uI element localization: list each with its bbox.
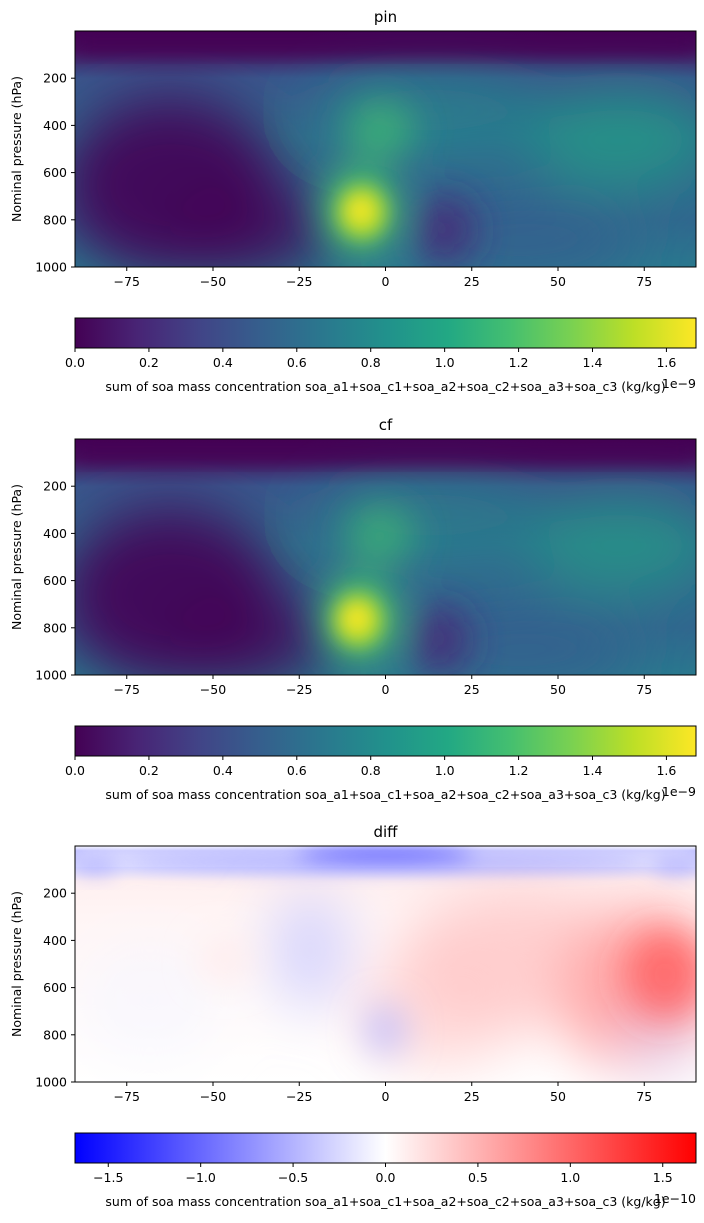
colorbar (74, 725, 697, 757)
y-tick-label: 800 (43, 212, 67, 227)
heatmap-field (75, 846, 696, 1082)
x-tick-label: 75 (636, 682, 652, 697)
colorbar (74, 317, 697, 349)
chart-title: pin (374, 8, 397, 26)
y-axis: 200 400 600 800 1000 (35, 479, 75, 683)
colorbar-tick-label: −0.5 (278, 1170, 308, 1185)
colorbar-tick-label: −1.0 (185, 1170, 215, 1185)
y-tick-label: 400 (43, 933, 67, 948)
colorbar-tick-label: 0.6 (287, 355, 307, 370)
colorbar-tick-label: 0.4 (213, 355, 233, 370)
x-tick-label: −75 (114, 1089, 140, 1104)
x-tick-label: 75 (636, 274, 652, 289)
x-tick-label: −25 (286, 1089, 312, 1104)
heatmap-field (75, 31, 696, 267)
x-tick-label: −50 (200, 682, 226, 697)
colorbar-ticks: 0.0 0.2 0.4 0.6 0.8 1.0 1.2 1.4 1.6 (65, 348, 676, 370)
colorbar-tick-label: 0.5 (468, 1170, 488, 1185)
x-tick-label: −50 (200, 274, 226, 289)
colorbar-tick-label: 0.0 (376, 1170, 396, 1185)
x-tick-label: 0 (382, 682, 390, 697)
y-axis-label: Nominal pressure (hPa) (9, 891, 24, 1037)
x-tick-label: 50 (550, 274, 566, 289)
colorbar-label: sum of soa mass concentration soa_a1+soa… (105, 379, 665, 394)
y-axis: 200 400 600 800 1000 (35, 886, 75, 1090)
colorbar-label: sum of soa mass concentration soa_a1+soa… (105, 1194, 665, 1209)
y-tick-label: 600 (43, 980, 67, 995)
y-axis-label: Nominal pressure (hPa) (9, 76, 24, 222)
x-axis: −75 −50 −25 0 25 50 75 (114, 1082, 652, 1104)
x-tick-label: 75 (636, 1089, 652, 1104)
colorbar-ticks: 0.0 0.2 0.4 0.6 0.8 1.0 1.2 1.4 1.6 (65, 756, 676, 778)
chart-title: diff (373, 823, 398, 841)
y-tick-label: 1000 (35, 260, 67, 275)
chart-title: cf (379, 416, 393, 434)
y-tick-label: 200 (43, 886, 67, 901)
colorbar-label: sum of soa mass concentration soa_a1+soa… (105, 787, 665, 802)
x-tick-label: −25 (286, 274, 312, 289)
colorbar (74, 1132, 697, 1164)
y-tick-label: 600 (43, 165, 67, 180)
colorbar-tick-label: 0.8 (361, 763, 381, 778)
colorbar-offset-text: 1e−9 (662, 376, 696, 391)
x-tick-label: 25 (464, 682, 480, 697)
colorbar-tick-label: 1.2 (509, 763, 529, 778)
colorbar-tick-label: 0.6 (287, 763, 307, 778)
heatmap-field (75, 439, 696, 675)
colorbar-tick-label: 1.4 (583, 355, 603, 370)
y-tick-label: 400 (43, 118, 67, 133)
y-axis-label: Nominal pressure (hPa) (9, 484, 24, 630)
y-tick-label: 1000 (35, 668, 67, 683)
colorbar-tick-label: 1.6 (656, 355, 676, 370)
colorbar-tick-label: 1.5 (653, 1170, 673, 1185)
x-tick-label: 0 (382, 1089, 390, 1104)
colorbar-tick-label: 0.8 (361, 355, 381, 370)
y-tick-label: 600 (43, 573, 67, 588)
x-tick-label: 50 (550, 1089, 566, 1104)
colorbar-offset-text: 1e−10 (654, 1191, 696, 1206)
colorbar-tick-label: 0.0 (65, 763, 85, 778)
colorbar-tick-label: 1.0 (435, 355, 455, 370)
y-tick-label: 800 (43, 1027, 67, 1042)
x-tick-label: 0 (382, 274, 390, 289)
colorbar-tick-label: 1.0 (560, 1170, 580, 1185)
colorbar-tick-label: 0.2 (139, 355, 159, 370)
x-tick-label: 25 (464, 1089, 480, 1104)
colorbar-tick-label: 1.0 (435, 763, 455, 778)
colorbar-offset-text: 1e−9 (662, 784, 696, 799)
x-tick-label: −75 (114, 274, 140, 289)
panel-diff: diff −75 (9, 823, 697, 1209)
x-axis: −75 −50 −25 0 25 50 75 (114, 675, 652, 697)
y-tick-label: 200 (43, 71, 67, 86)
y-axis: 200 400 600 800 1000 (35, 71, 75, 275)
colorbar-tick-label: 0.2 (139, 763, 159, 778)
x-tick-label: −75 (114, 682, 140, 697)
colorbar-tick-label: 1.6 (656, 763, 676, 778)
colorbar-tick-label: 1.4 (583, 763, 603, 778)
y-tick-label: 800 (43, 620, 67, 635)
colorbar-tick-label: 1.2 (509, 355, 529, 370)
colorbar-tick-label: 0.4 (213, 763, 233, 778)
x-tick-label: −25 (286, 682, 312, 697)
y-tick-label: 200 (43, 479, 67, 494)
y-tick-label: 400 (43, 526, 67, 541)
colorbar-tick-label: 0.0 (65, 355, 85, 370)
colorbar-ticks: −1.5 −1.0 −0.5 0.0 0.5 1.0 1.5 (93, 1163, 673, 1185)
x-tick-label: 25 (464, 274, 480, 289)
x-tick-label: −50 (200, 1089, 226, 1104)
x-tick-label: 50 (550, 682, 566, 697)
y-tick-label: 1000 (35, 1075, 67, 1090)
x-axis: −75 −50 −25 0 25 50 75 (114, 267, 652, 289)
colorbar-tick-label: −1.5 (93, 1170, 123, 1185)
